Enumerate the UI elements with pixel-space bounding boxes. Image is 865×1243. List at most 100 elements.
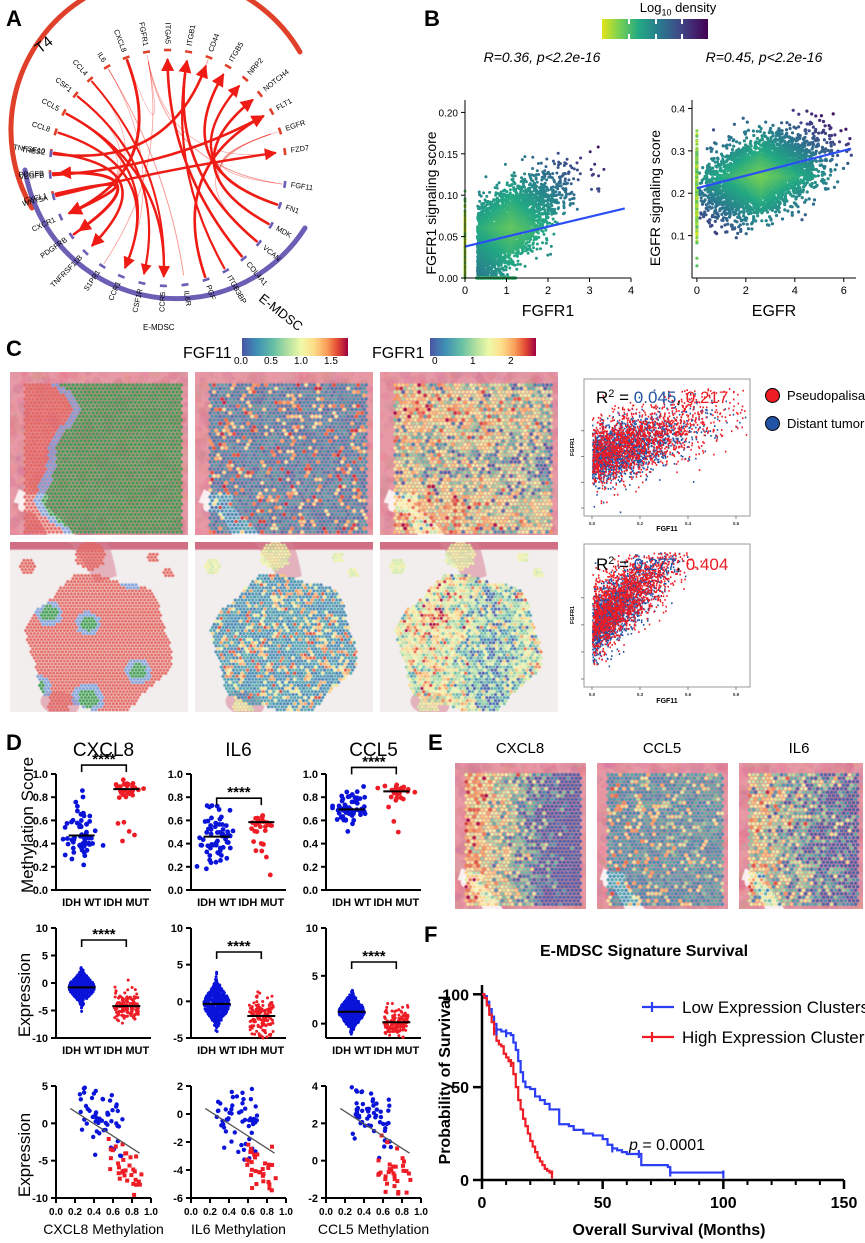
spatial-tile-r2c1 xyxy=(10,542,188,712)
panel-e-tile-2 xyxy=(739,763,863,909)
colorbar-title-post: density xyxy=(671,0,717,15)
fgf11-tick-1: 0.5 xyxy=(264,356,278,367)
fgfr1-xlabel: FGFR1 xyxy=(522,303,575,320)
circos-gene-fgfr1: FGFR1 xyxy=(137,21,150,46)
circos-gene-ccr5: CCR5 xyxy=(157,292,167,312)
panel-e-title-2: IL6 xyxy=(788,740,810,757)
panel-b-right-plot: R=0.45, p<2.2e-16 EGFR signaling score 0… xyxy=(646,48,865,320)
panel-f-letter: F xyxy=(424,922,438,947)
circos-link xyxy=(52,64,208,157)
circos-link xyxy=(66,113,119,214)
panel-e-title-0: CXCL8 xyxy=(495,740,545,757)
panel-d-grid: CXCL8 1.0 0.8 0.6 0.4 0.2 0.0 **** IDH WT IDH MUT… xyxy=(26,738,429,1243)
circos-chords xyxy=(51,54,283,279)
circos-link xyxy=(218,133,271,225)
circos-gene-egfr: EGFR xyxy=(284,118,306,133)
survival-legend-high: High Expression Clusters xyxy=(682,1028,865,1047)
c-bot-r2-prefix: R xyxy=(596,555,608,574)
circos-link xyxy=(221,131,278,184)
c-scatter-top-svg: R2 = 0.045, 0.217 0.0 0.2 0.4 0.6 FGF11 FGF… xyxy=(570,378,751,533)
c-top-r2-sup: 2 xyxy=(608,388,614,400)
c-top-r2-eq: = xyxy=(614,388,633,407)
circos-gene-mdk: MDK xyxy=(274,224,293,240)
circos-gene-pgf: PGF xyxy=(204,284,218,302)
survival-curve-high xyxy=(482,993,554,1175)
panel-c-scatter-top: R2 = 0.045, 0.217 0.0 0.2 0.4 0.6 FGF11 FGF… xyxy=(566,375,756,540)
panel-d-letter: D xyxy=(6,730,22,755)
circos-link xyxy=(103,61,154,264)
circos-link xyxy=(51,171,120,232)
fgfr1-annotation: R=0.36, p<2.2e-16 xyxy=(484,49,601,65)
circos-gene-il6: IL6 xyxy=(95,50,108,63)
panel-a-circos: T4 E-MDSC E-MDSC CXCL1 PDGFB TNFSF10 CCL8 CC… xyxy=(0,0,420,340)
c-top-xlabel: FGF11 xyxy=(656,526,678,533)
circos-gene-csf1: CSF1 xyxy=(54,75,74,94)
svg-text:4: 4 xyxy=(628,285,634,297)
legend-label-pseudopalisading: Pseudopalisading xyxy=(787,388,865,403)
circos-link xyxy=(146,54,276,155)
egfr-annotation: R=0.45, p<2.2e-16 xyxy=(706,49,823,65)
circos-gene-cd44: CD44 xyxy=(206,32,221,53)
svg-text:0: 0 xyxy=(462,285,468,297)
scatter-fgfr1: R=0.36, p<2.2e-16 FGFR1 signaling score … xyxy=(423,49,634,320)
panel-c-scatter-bottom: R2 = 0.277, 0.404 0.0 0.3 0.6 0.9 FGF11 FGF… xyxy=(566,540,756,712)
survival-ylabel: Probability of Survival xyxy=(437,996,454,1165)
spatial-tile-r2c3 xyxy=(380,542,558,712)
t4-outer-arc xyxy=(8,0,303,211)
svg-text:0.10: 0.10 xyxy=(439,191,459,202)
svg-text:0.05: 0.05 xyxy=(439,233,459,244)
circos-gene-fgf11: FGF11 xyxy=(290,180,313,192)
circos-link xyxy=(55,148,277,198)
panel-e-letter: E xyxy=(428,730,443,755)
circos-gene-fzd7: FZD7 xyxy=(290,143,310,154)
panel-b-letter: B xyxy=(424,6,440,31)
c-top-comma: , xyxy=(676,388,685,407)
svg-text:0.20: 0.20 xyxy=(439,108,459,119)
circos-gene-pdgfb: PDGFB xyxy=(18,169,44,179)
c-scatter-bottom-svg: R2 = 0.277, 0.404 0.0 0.3 0.6 0.9 FGF11 FGF… xyxy=(570,543,751,705)
panel-c-letter: C xyxy=(6,336,22,361)
spatial-tile-r1c2 xyxy=(195,372,373,535)
circos-link xyxy=(54,183,118,215)
circos-link xyxy=(69,81,126,214)
circos-link xyxy=(215,133,271,242)
fgf11-legend-label: FGF11 xyxy=(183,345,232,362)
survival-title: E-MDSC Signature Survival xyxy=(540,943,748,960)
fgf11-colorbar xyxy=(242,338,348,356)
arc-label-t4: T4 xyxy=(32,33,56,57)
fgfr1-tick-1: 1 xyxy=(470,356,476,367)
colorbar-title-pre: Log xyxy=(639,0,662,15)
fgf11-tick-3: 1.5 xyxy=(324,356,338,367)
circos-gene-notch4: NOTCH4 xyxy=(261,67,290,93)
circos-link xyxy=(60,59,209,157)
panel-a-letter: A xyxy=(6,6,22,31)
circos-gene-cxcl8: CXCL8 xyxy=(112,28,129,53)
fgfr1-ylabel: FGFR1 signaling score xyxy=(423,131,439,274)
c-top-blue-value: 0.045 xyxy=(634,388,677,407)
fgfr1-legend-label: FGFR1 xyxy=(372,345,425,362)
circos-gene-itgb1: ITGB1 xyxy=(185,24,198,47)
fgfr1-tick-0: 0 xyxy=(432,356,438,367)
survival-p-rest: = 0.0001 xyxy=(638,1137,705,1154)
panel-b-colorbar-ticks xyxy=(602,19,708,39)
scatter-egfr: R=0.45, p<2.2e-16 EGFR signaling score 0… xyxy=(647,49,856,320)
arc-label-emdsc: E-MDSC xyxy=(256,291,306,334)
c-bot-r2-sup: 2 xyxy=(608,555,614,567)
circos-gene-fn1: FN1 xyxy=(284,203,300,216)
circos-link xyxy=(69,96,122,214)
survival-legend: Low Expression Clusters High Expression … xyxy=(642,998,865,1047)
c-bot-comma: , xyxy=(676,555,685,574)
circos-gene-itgb5: ITGB5 xyxy=(227,40,246,63)
c-top-red-value: 0.217 xyxy=(686,388,729,407)
circos-gene-tnfsf10: TNFSF10 xyxy=(13,142,46,155)
distant-tumor-dot-icon xyxy=(765,416,780,431)
emdsc-outer-arc xyxy=(22,167,308,302)
circos-gene-thbs2: THBS2 xyxy=(21,145,46,157)
legend-item-pseudopalisading: Pseudopalisading xyxy=(765,388,865,403)
c-bot-r2-eq: = xyxy=(614,555,633,574)
legend-label-distant-tumor: Distant tumor xyxy=(787,416,865,431)
survival-p-italic: p xyxy=(628,1137,638,1154)
c-top-ylabel: FGFR1 xyxy=(570,438,576,456)
circos-gene-itga5: ITGA5 xyxy=(163,23,172,44)
panel-f-plot: E-MDSC Signature Survival Probability of… xyxy=(424,930,865,1243)
